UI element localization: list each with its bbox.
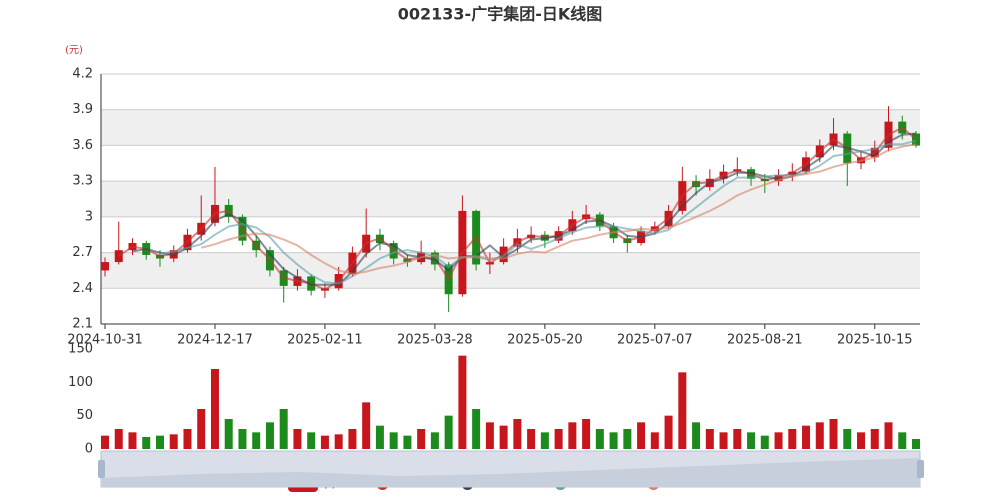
y-tick-label: 2.7 — [72, 245, 93, 260]
slider-handle[interactable] — [98, 460, 105, 478]
volume-bar — [183, 429, 192, 449]
volume-bar — [128, 432, 137, 449]
volume-bar — [320, 435, 329, 449]
chart-title: 002133-广宇集团-日K线图 — [398, 5, 602, 24]
slider-handle[interactable] — [917, 460, 924, 478]
volume-bar — [692, 422, 701, 449]
volume-bar — [458, 355, 467, 449]
volume-bar — [472, 409, 481, 449]
volume-bar — [155, 435, 164, 449]
volume-bar — [279, 409, 288, 449]
volume-bar — [595, 429, 604, 449]
volume-bar — [568, 422, 577, 449]
y-tick-label: 3.6 — [72, 138, 93, 153]
x-tick-label: 2025-02-11 — [287, 333, 363, 348]
volume-bar — [788, 429, 797, 449]
volume-bar — [403, 435, 412, 449]
volume-bar — [101, 435, 109, 449]
volume-bar — [912, 439, 920, 449]
volume-bar — [527, 429, 536, 449]
volume-bar — [362, 402, 371, 449]
volume-bar — [815, 422, 824, 449]
volume-bar — [444, 415, 453, 449]
volume-bar — [582, 419, 591, 449]
volume-bar — [664, 415, 673, 449]
grid-band — [101, 252, 920, 289]
volume-bar — [623, 429, 632, 449]
volume-bar — [747, 432, 756, 449]
grid-band — [101, 181, 920, 217]
volume-bar — [348, 429, 357, 449]
volume-bar — [540, 432, 549, 449]
volume-bar — [485, 422, 494, 449]
volume-bar — [417, 429, 426, 449]
y-tick-label: 2.4 — [72, 281, 93, 296]
volume-bar — [554, 429, 563, 449]
volume-tick-label: 0 — [85, 442, 93, 457]
volume-bar — [719, 432, 728, 449]
volume-bar — [843, 429, 852, 449]
volume-bar — [678, 372, 687, 449]
ma-line — [159, 139, 917, 285]
volume-bar — [499, 425, 508, 449]
volume-bar — [705, 429, 714, 449]
volume-bar — [210, 369, 219, 449]
volume-tick-label: 50 — [76, 408, 93, 423]
slider-shadow — [101, 458, 920, 487]
x-tick-label: 2025-05-20 — [507, 333, 583, 348]
ma-line — [200, 143, 917, 276]
volume-bar — [609, 432, 618, 449]
volume-bar — [637, 422, 646, 449]
volume-tick-label: 150 — [68, 342, 93, 357]
volume-bar — [829, 419, 838, 449]
volume-bar — [334, 434, 343, 449]
volume-bar — [169, 434, 178, 449]
volume-tick-label: 100 — [68, 375, 93, 390]
x-tick-label: 2025-08-21 — [727, 333, 803, 348]
volume-bar — [774, 432, 783, 449]
y-tick-label: 3.3 — [72, 174, 93, 189]
volume-bar — [733, 429, 742, 449]
y-tick-label: 2.1 — [72, 317, 93, 332]
x-tick-label: 2025-07-07 — [617, 333, 693, 348]
x-tick-label: 2025-10-15 — [837, 333, 913, 348]
volume-bar — [293, 429, 302, 449]
y-tick-label: 3 — [85, 209, 93, 224]
x-tick-label: 2024-12-17 — [177, 333, 253, 348]
y-axis-unit: (元) — [65, 45, 83, 56]
volume-bar — [430, 432, 439, 449]
x-tick-label: 2024-10-31 — [67, 333, 143, 348]
volume-bar — [375, 425, 384, 449]
volume-bar — [898, 432, 907, 449]
volume-bar — [197, 409, 206, 449]
x-tick-label: 2025-03-28 — [397, 333, 473, 348]
volume-bar — [513, 419, 522, 449]
volume-bar — [224, 419, 233, 449]
volume-bar — [389, 432, 398, 449]
volume-bar — [760, 435, 769, 449]
candle-body — [101, 262, 109, 271]
volume-bar — [142, 437, 151, 449]
data-zoom-slider[interactable] — [98, 450, 924, 488]
y-tick-label: 4.2 — [72, 67, 93, 82]
volume-bar — [650, 432, 659, 449]
volume-bar — [114, 429, 123, 449]
volume-bar — [884, 422, 893, 449]
volume-bar — [802, 425, 811, 449]
y-tick-label: 3.9 — [72, 102, 93, 117]
volume-bar — [870, 429, 879, 449]
volume-bar — [265, 422, 274, 449]
grid-band — [101, 109, 920, 146]
volume-bar — [238, 429, 247, 449]
volume-bar — [857, 432, 866, 449]
volume-bar — [307, 432, 316, 449]
volume-bar — [252, 432, 261, 449]
